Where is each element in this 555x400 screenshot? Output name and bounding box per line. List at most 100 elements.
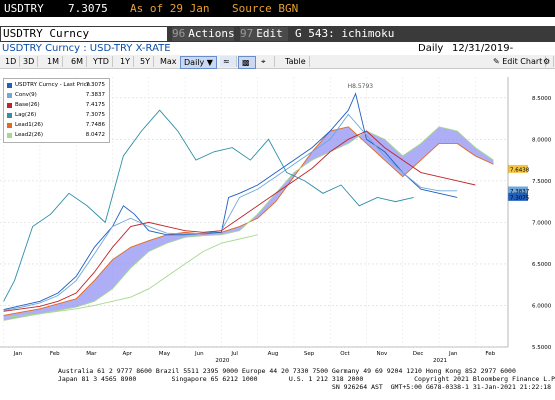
legend-value: 7.3075 bbox=[85, 112, 105, 118]
legend-swatch bbox=[7, 93, 12, 98]
footer-line: Australia 61 2 9777 8600 Brazil 5511 239… bbox=[58, 367, 516, 375]
y-tick-label: 7.0000 bbox=[532, 220, 552, 226]
legend-item: Lead1(26) 7.7486 bbox=[7, 122, 107, 129]
range-button-1y[interactable]: 1Y bbox=[117, 56, 134, 67]
footer-contacts: Australia 61 2 9777 8600 Brazil 5511 239… bbox=[0, 364, 555, 400]
series-line bbox=[3, 130, 476, 312]
as-of-date: As of 29 Jan bbox=[130, 2, 210, 15]
price-marker-box bbox=[508, 186, 528, 195]
pencil-icon: ✎ bbox=[493, 57, 500, 66]
x-tick-label: Apr bbox=[122, 351, 132, 357]
y-axis: 8.5000 8.0000 7.5000 7.0000 6.5000 6.0000 5.50… bbox=[507, 77, 552, 351]
ichimoku-cloud bbox=[3, 126, 494, 321]
edit-chart-label: Edit Chart bbox=[502, 57, 543, 66]
range-button-6m[interactable]: 6M bbox=[68, 56, 87, 67]
footer-line: SN 926264 AST GMT+5:00 G678-0338-1 31-Ja… bbox=[58, 383, 552, 391]
y-tick-label: 6.0000 bbox=[532, 303, 552, 309]
x-tick-label: Jun bbox=[194, 351, 204, 357]
legend-value: 8.0472 bbox=[85, 132, 105, 138]
table-button[interactable]: Table bbox=[282, 56, 310, 67]
gear-icon[interactable]: ⚙ bbox=[540, 56, 555, 67]
series-line bbox=[3, 109, 414, 302]
range-button-1d[interactable]: 1D bbox=[2, 56, 21, 67]
edit-hotkey: 97 bbox=[240, 27, 254, 40]
legend-swatch bbox=[7, 123, 12, 128]
x-tick-label: Feb bbox=[50, 351, 60, 357]
legend-name: Lag(26) bbox=[15, 112, 37, 118]
legend-swatch bbox=[7, 133, 12, 138]
crosshair-icon[interactable]: ⌖ bbox=[258, 56, 275, 67]
price-marker-label: 7.3075 bbox=[510, 195, 530, 201]
legend-name: USDTRY Curncy - Last Price bbox=[15, 82, 91, 88]
period-dropdown[interactable]: Daily ▼ bbox=[180, 56, 217, 69]
y-tick-label: 5.5000 bbox=[532, 345, 552, 351]
series-lines bbox=[3, 92, 476, 319]
legend-name: Conv(9) bbox=[15, 92, 37, 98]
series-line bbox=[3, 234, 258, 319]
price-marker-label: 7.6438 bbox=[510, 167, 530, 173]
series-line bbox=[3, 113, 458, 311]
x-tick-label: Jul bbox=[230, 351, 238, 357]
range-button-5y[interactable]: 5Y bbox=[137, 56, 154, 67]
security-input[interactable]: USDTRY Curncy bbox=[1, 27, 167, 41]
legend-name: Lead2(26) bbox=[15, 132, 44, 138]
x-tick-label: Nov bbox=[376, 351, 387, 357]
x-tick-label: Oct bbox=[340, 351, 350, 357]
top-quote-bar: USDTRY 7.3075 As of 29 Jan Source BGN bbox=[0, 0, 555, 17]
last-price: 7.3075 bbox=[68, 2, 108, 15]
x-tick-label: Sep bbox=[304, 351, 315, 357]
legend-swatch bbox=[7, 103, 12, 108]
y-tick-label: 7.5000 bbox=[532, 179, 552, 185]
actions-hotkey: 96 bbox=[172, 27, 186, 40]
cloud-fill bbox=[3, 126, 494, 321]
footer-line: Japan 81 3 4565 8900 Singapore 65 6212 1… bbox=[58, 375, 555, 383]
edit-chart-button[interactable]: ✎ Edit Chart bbox=[490, 56, 547, 67]
range-button-max[interactable]: Max bbox=[157, 56, 181, 67]
legend-name: Lead1(26) bbox=[15, 122, 44, 128]
chevron-down-icon: ▼ bbox=[206, 58, 213, 67]
line-chart-icon[interactable]: ≈ bbox=[220, 56, 237, 67]
legend-item: USDTRY Curncy - Last Price 7.3075 bbox=[7, 82, 107, 89]
x-tick-label: Aug bbox=[268, 351, 279, 357]
x-year-label: 2020 bbox=[215, 358, 229, 364]
legend-name: Base(26) bbox=[15, 102, 40, 108]
range-button-1m[interactable]: 1M bbox=[44, 56, 63, 67]
x-tick-label: Jan bbox=[13, 351, 23, 357]
edit-label: Edit bbox=[256, 27, 283, 40]
legend-item: Lag(26) 7.3075 bbox=[7, 112, 107, 119]
x-tick-label: Jan bbox=[448, 351, 458, 357]
price-marker-label: 7.3837 bbox=[510, 189, 530, 195]
lead2-line bbox=[3, 126, 494, 321]
legend-value: 7.4175 bbox=[85, 102, 105, 108]
legend-item: Base(26) 7.4175 bbox=[7, 102, 107, 109]
range-button-ytd[interactable]: YTD bbox=[90, 56, 113, 67]
chart-toolbar: 1D 3D 1M 6M YTD 1Y 5Y Max Daily ▼ ≈ ▩ ⌖ … bbox=[0, 55, 555, 69]
y-tick-label: 8.0000 bbox=[532, 137, 552, 143]
bar-chart-icon[interactable]: ▩ bbox=[238, 56, 256, 69]
price-marker-box bbox=[508, 192, 528, 201]
legend-value: 7.7486 bbox=[85, 122, 105, 128]
x-axis: Jan Feb Mar Apr May Jun Jul Aug Sep Oct Nov Dec Jan F… bbox=[0, 346, 508, 364]
x-tick-label: Mar bbox=[86, 351, 97, 357]
price-source: Source BGN bbox=[232, 2, 299, 15]
legend-item: Lead2(26) 8.0472 bbox=[7, 132, 107, 139]
legend-value: 7.3075 bbox=[85, 82, 105, 88]
x-tick-label: Feb bbox=[485, 351, 495, 357]
price-marker-box bbox=[508, 164, 528, 173]
legend-item: Conv(9) 7.3837 bbox=[7, 92, 107, 99]
range-button-3d[interactable]: 3D bbox=[20, 56, 39, 67]
series-line bbox=[3, 92, 458, 311]
ticker-symbol: USDTRY bbox=[4, 2, 44, 15]
x-tick-label: Dec bbox=[413, 351, 424, 357]
x-year-label: 2021 bbox=[433, 358, 447, 364]
y-tick-label: 8.5000 bbox=[532, 96, 552, 102]
period-label: Daily bbox=[184, 58, 205, 67]
peak-label: H8.5793 bbox=[348, 83, 374, 90]
frequency-label: Daily bbox=[418, 43, 444, 54]
chart-legend[interactable]: USDTRY Curncy - Last Price 7.3075 Conv(9… bbox=[3, 78, 110, 143]
